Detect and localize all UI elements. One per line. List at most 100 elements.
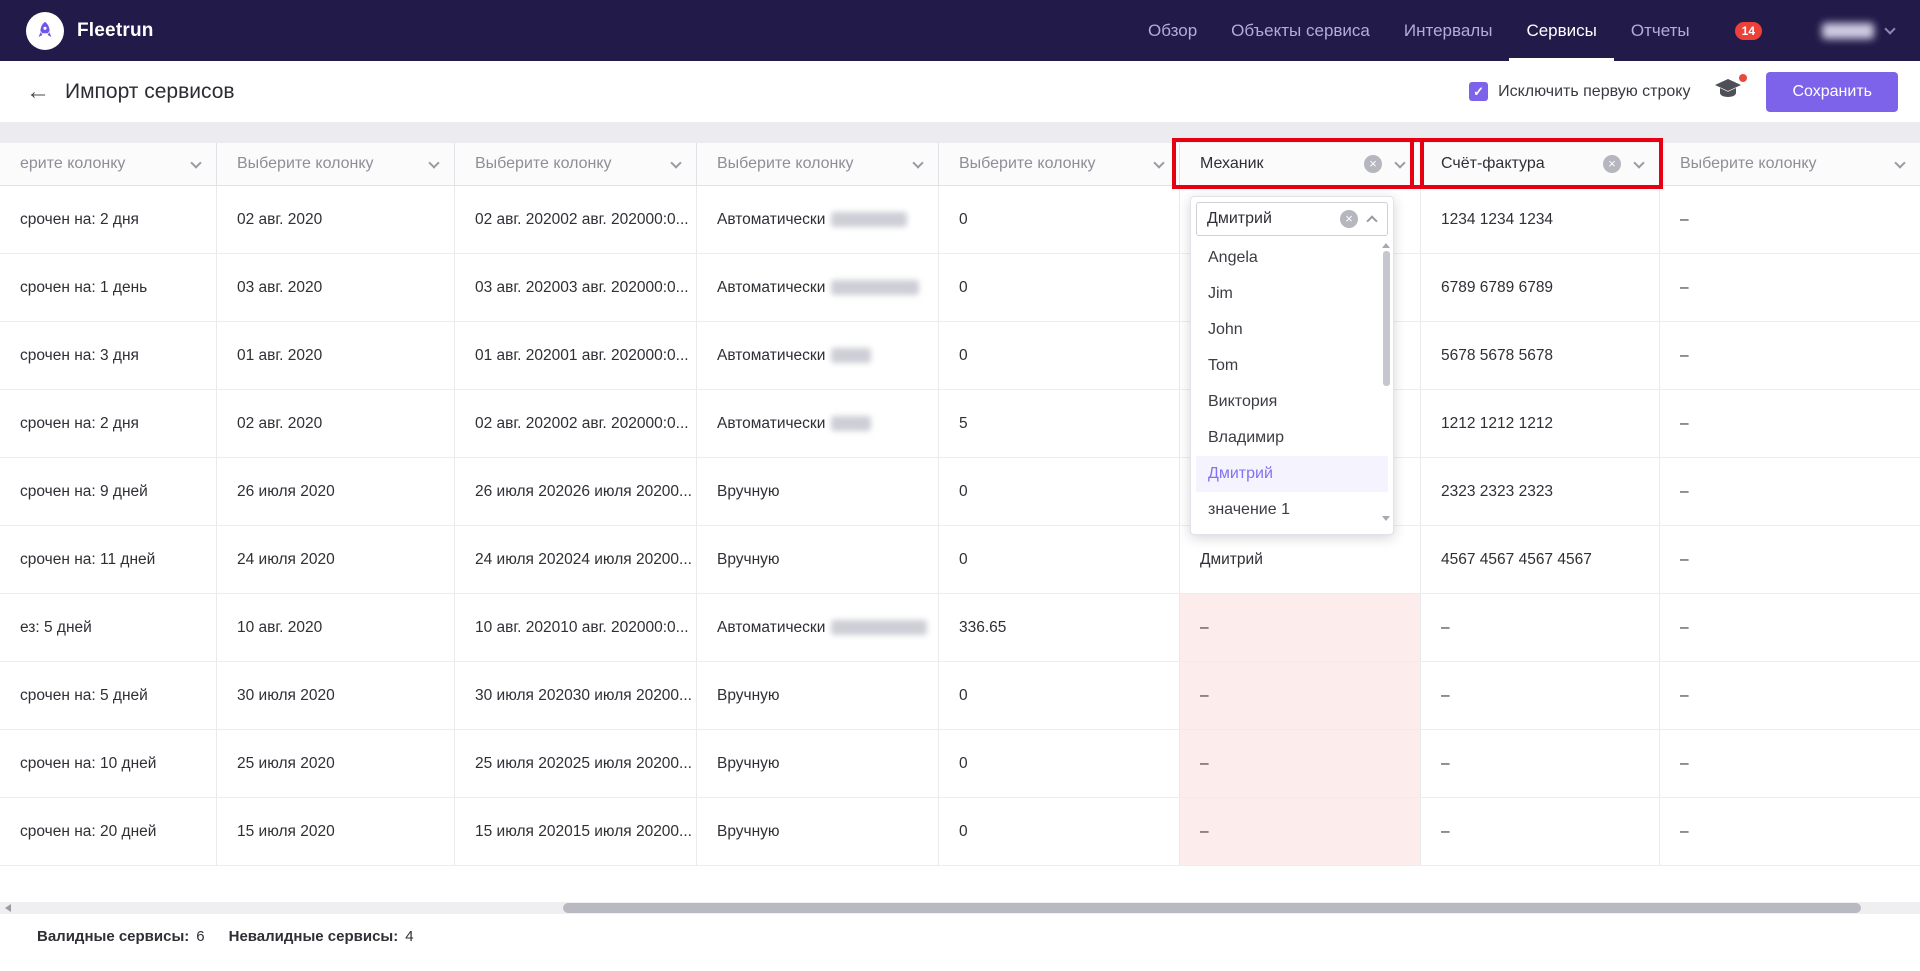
dropdown-option[interactable]: значение 1 (1196, 492, 1388, 528)
table-cell: – (1659, 798, 1920, 865)
table-cell: – (1420, 798, 1659, 865)
table-cell: – (1420, 730, 1659, 797)
chevron-down-icon (1633, 157, 1644, 168)
dropdown-scrollbar-thumb[interactable] (1383, 251, 1390, 386)
table-cell: 2323 2323 2323 (1420, 458, 1659, 525)
clear-value-icon[interactable]: × (1340, 210, 1358, 228)
fleetrun-brand[interactable]: Fleetrun (26, 0, 154, 61)
graduation-cap-icon (1714, 78, 1742, 100)
page-title: Импорт сервисов (65, 80, 235, 104)
table-cell: 0 (938, 730, 1179, 797)
cell-text: ез: 5 дней (20, 619, 92, 637)
dropdown-scrollbar[interactable] (1382, 243, 1391, 521)
redacted-text (831, 620, 927, 635)
dropdown-option[interactable]: Angela (1196, 240, 1388, 276)
cell-text: 2323 2323 2323 (1441, 483, 1553, 501)
cell-text: Автоматически (717, 619, 825, 637)
cell-text: – (1200, 687, 1209, 705)
cell-text: 0 (959, 551, 968, 569)
cell-text: 0 (959, 347, 968, 365)
dropdown-option[interactable]: Дмитрий (1196, 456, 1388, 492)
table-cell: – (1179, 662, 1420, 729)
user-menu[interactable] (1822, 0, 1894, 61)
cell-text: – (1680, 279, 1689, 297)
cell-text: срочен на: 5 дней (20, 687, 148, 705)
cell-text: срочен на: 11 дней (20, 551, 155, 569)
nav-item[interactable]: Отчеты (1614, 0, 1707, 61)
horizontal-scrollbar[interactable] (0, 902, 1920, 914)
cell-text: 30 июля 202030 июля 20200... (475, 687, 692, 705)
invalid-services-value: 4 (405, 928, 413, 945)
header-actions: ✓ Исключить первую строку Сохранить (1469, 72, 1898, 112)
exclude-first-row-checkbox[interactable]: ✓ (1469, 82, 1488, 101)
chevron-up-icon[interactable] (1366, 215, 1377, 226)
table-cell: 26 июля 2020 (216, 458, 454, 525)
dropdown-option[interactable]: Tom (1196, 348, 1388, 384)
mechanic-dropdown-input[interactable]: Дмитрий × (1196, 202, 1388, 236)
table-row: срочен на: 9 дней26 июля 202026 июля 202… (0, 458, 1920, 526)
column-select-4[interactable]: Выберите колонку (696, 143, 938, 185)
column-select-label: Выберите колонку (475, 155, 666, 173)
cell-text: – (1680, 415, 1689, 433)
scroll-left-icon[interactable] (5, 904, 11, 912)
horizontal-scrollbar-thumb[interactable] (563, 903, 1861, 913)
nav-item[interactable]: Интервалы (1387, 0, 1510, 61)
user-name-redacted (1822, 23, 1874, 39)
dropdown-option[interactable]: Владимир (1196, 420, 1388, 456)
brand-name: Fleetrun (77, 20, 154, 42)
column-select-7[interactable]: Счёт-фактура× (1420, 143, 1659, 185)
dropdown-option[interactable]: Jim (1196, 276, 1388, 312)
column-select-6[interactable]: Механик× (1179, 143, 1420, 185)
table-cell: Вручную (696, 526, 938, 593)
cell-text: – (1441, 823, 1450, 841)
nav-items: ОбзорОбъекты сервисаИнтервалыСервисыОтче… (1131, 0, 1707, 61)
cell-text: – (1441, 687, 1450, 705)
table-cell: Вручную (696, 730, 938, 797)
cell-text: срочен на: 9 дней (20, 483, 148, 501)
column-select-2[interactable]: Выберите колонку (216, 143, 454, 185)
table-cell: Вручную (696, 662, 938, 729)
cell-text: Вручную (717, 483, 780, 501)
column-select-5[interactable]: Выберите колонку (938, 143, 1179, 185)
back-button[interactable]: ← (26, 80, 50, 104)
chevron-down-icon (1884, 23, 1895, 34)
tutorial-button[interactable] (1714, 78, 1742, 105)
column-select-1[interactable]: ерите колонку (0, 143, 216, 185)
cell-text: – (1200, 823, 1209, 841)
valid-services-label: Валидные сервисы: (37, 928, 189, 945)
cell-text: – (1200, 619, 1209, 637)
clear-column-icon[interactable]: × (1364, 155, 1382, 173)
scroll-up-icon[interactable] (1382, 243, 1390, 248)
table-cell: – (1420, 662, 1659, 729)
cell-text: – (1680, 687, 1689, 705)
clear-column-icon[interactable]: × (1603, 155, 1621, 173)
save-button[interactable]: Сохранить (1766, 72, 1898, 112)
table-cell: – (1659, 594, 1920, 661)
redacted-text (831, 348, 871, 363)
notification-badge[interactable]: 14 (1735, 22, 1762, 40)
cell-text: 1212 1212 1212 (1441, 415, 1553, 433)
top-navbar: Fleetrun ОбзорОбъекты сервисаИнтервалыСе… (0, 0, 1920, 61)
table-cell: Автоматически (696, 254, 938, 321)
cell-text: 26 июля 2020 (237, 483, 335, 501)
cell-text: 15 июля 202015 июля 20200... (475, 823, 692, 841)
table-cell: срочен на: 2 дня (0, 390, 216, 457)
column-select-8[interactable]: Выберите колонку (1659, 143, 1920, 185)
nav-item[interactable]: Обзор (1131, 0, 1214, 61)
cell-text: Вручную (717, 687, 780, 705)
nav-item[interactable]: Сервисы (1509, 0, 1613, 61)
import-table: ерите колонкуВыберите колонкуВыберите ко… (0, 143, 1920, 866)
scroll-down-icon[interactable] (1382, 516, 1390, 521)
table-cell: 02 авг. 202002 авг. 202000:0... (454, 186, 696, 253)
cell-text: 02 авг. 202002 авг. 202000:0... (475, 415, 689, 433)
table-cell: – (1659, 254, 1920, 321)
dropdown-option[interactable]: Виктория (1196, 384, 1388, 420)
dropdown-option[interactable]: John (1196, 312, 1388, 348)
cell-text: – (1680, 823, 1689, 841)
table-row: ез: 5 дней10 авг. 202010 авг. 202010 авг… (0, 594, 1920, 662)
cell-text: срочен на: 2 дня (20, 211, 139, 229)
cell-text: 02 авг. 202002 авг. 202000:0... (475, 211, 689, 229)
column-select-3[interactable]: Выберите колонку (454, 143, 696, 185)
redacted-text (831, 280, 919, 295)
nav-item[interactable]: Объекты сервиса (1214, 0, 1387, 61)
